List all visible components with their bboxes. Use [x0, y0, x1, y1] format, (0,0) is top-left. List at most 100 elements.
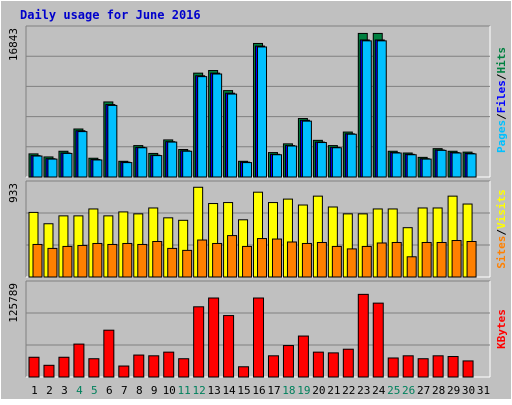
bar-sites [316, 241, 327, 278]
bar-pages [182, 150, 193, 178]
day-label: 26 [402, 384, 415, 397]
day-label: 25 [387, 384, 400, 397]
bar-pages [137, 147, 148, 178]
side-label-part: / [495, 229, 508, 236]
bar-kbytes [193, 306, 205, 378]
bar-pages [32, 155, 43, 178]
bar-pages [331, 147, 342, 178]
bar-kbytes [88, 358, 100, 378]
bar-sites [62, 245, 73, 278]
bar-sites [197, 239, 208, 278]
bar-sites [47, 247, 58, 278]
day-label: 13 [207, 384, 220, 397]
day-label: 7 [121, 384, 128, 397]
day-label: 23 [357, 384, 370, 397]
bar-pages [242, 162, 253, 178]
bar-sites [227, 235, 238, 278]
bar-kbytes [357, 293, 369, 378]
day-label: 24 [372, 384, 386, 397]
day-label: 19 [297, 384, 310, 397]
bar-pages [376, 40, 387, 178]
day-label: 12 [193, 384, 206, 397]
bar-kbytes [432, 355, 444, 378]
day-label: 18 [282, 384, 295, 397]
day-label: 14 [222, 384, 236, 397]
bar-pages [361, 40, 372, 178]
bar-pages [92, 159, 103, 178]
bar-kbytes [342, 348, 354, 378]
bar-sites [376, 242, 387, 278]
bar-sites [182, 249, 193, 278]
bar-kbytes [58, 356, 70, 378]
bar-kbytes [297, 335, 309, 378]
day-label: 4 [76, 384, 83, 397]
day-label: 28 [432, 384, 445, 397]
bar-pages [212, 73, 223, 178]
day-label: 16 [252, 384, 265, 397]
side-label: KBytes [495, 309, 508, 349]
bar-kbytes [372, 302, 384, 378]
day-label: 3 [61, 384, 68, 397]
bar-sites [152, 241, 163, 278]
bar-pages [227, 93, 238, 178]
y-max-label: 933 [7, 183, 20, 203]
bar-sites [421, 241, 432, 278]
panel-kbytes: 125789 KBytes [7, 280, 508, 378]
day-label: 8 [136, 384, 143, 397]
bar-pages [421, 158, 432, 178]
side-label-part: Files [495, 80, 508, 113]
bar-kbytes [238, 366, 250, 378]
bar-sites [32, 243, 43, 278]
bar-kbytes [148, 355, 160, 378]
bar-sites [271, 238, 282, 278]
bar-pages [301, 120, 312, 178]
bar-sites [92, 242, 103, 278]
bar-pages [47, 158, 58, 178]
bar-sites [346, 248, 357, 278]
bar-kbytes [103, 329, 115, 378]
day-label: 29 [447, 384, 460, 397]
bar-sites [77, 244, 88, 278]
bar-pages [271, 154, 282, 178]
bar-sites [466, 241, 477, 278]
side-label-part: Pages [495, 120, 508, 153]
side-label: Pages/Files/Hits [495, 47, 508, 153]
bar-sites [451, 240, 462, 278]
day-label: 27 [417, 384, 430, 397]
bar-pages [77, 131, 88, 178]
bar-sites [301, 242, 312, 278]
bar-kbytes [327, 352, 339, 378]
day-label: 5 [91, 384, 98, 397]
bar-sites [212, 242, 223, 278]
bar-kbytes [462, 360, 474, 378]
day-label: 9 [151, 384, 158, 397]
bar-sites [107, 243, 118, 278]
bar-kbytes [118, 365, 130, 378]
bar-sites [406, 256, 417, 278]
bar-kbytes [208, 297, 220, 378]
side-label: Sites/Visits [495, 189, 508, 269]
bar-sites [286, 241, 297, 278]
bar-pages [391, 152, 402, 178]
chart-title: Daily usage for June 2016 [20, 8, 201, 22]
day-label: 21 [327, 384, 340, 397]
day-axis-labels: 1 2 3 4 5 6 7 8 9 10 11 12 13 14 15 16 17 18 19 20 21 22 23 24 2… [31, 384, 490, 397]
bar-pages [286, 145, 297, 178]
day-label: 2 [46, 384, 53, 397]
side-label-part: KBytes [495, 309, 508, 349]
bar-kbytes [402, 355, 414, 378]
side-label-part: Hits [495, 47, 508, 74]
bar-kbytes [312, 351, 324, 378]
bar-pages [167, 141, 178, 178]
panel-visits-sites: 933 Sites/Visits [7, 180, 508, 278]
bar-sites [242, 245, 253, 278]
side-label-part: Visits [495, 189, 508, 229]
bar-pages [406, 154, 417, 178]
bar-pages [197, 76, 208, 178]
day-label: 20 [312, 384, 325, 397]
bar-pages [346, 133, 357, 178]
bar-sites [167, 247, 178, 278]
bar-kbytes [43, 364, 55, 378]
